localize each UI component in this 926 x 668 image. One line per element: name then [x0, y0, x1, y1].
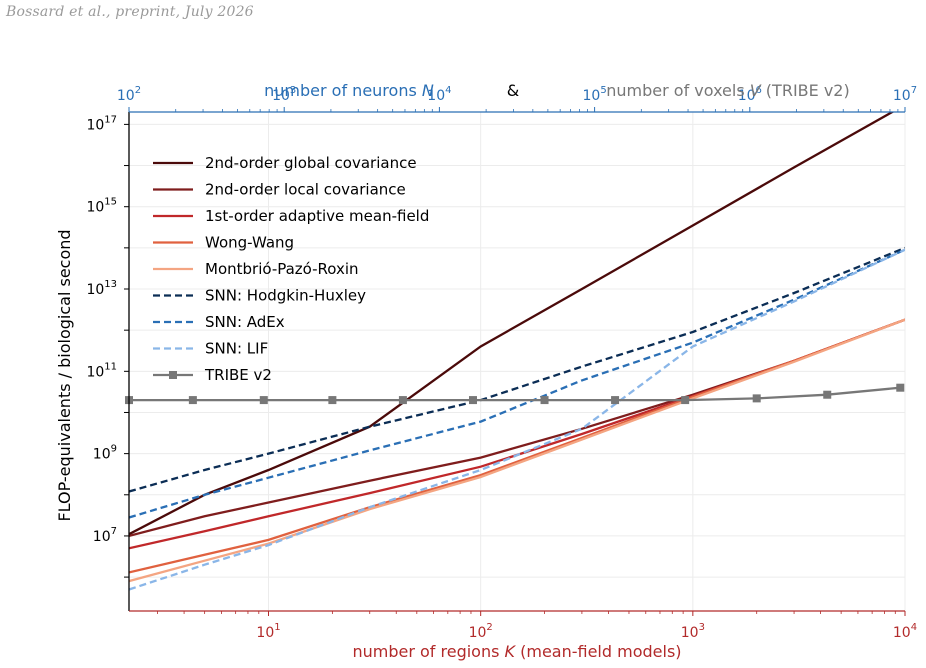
legend-label-1st-order-adaptive-mean-field: 1st-order adaptive mean-field — [205, 207, 429, 225]
tribe-marker — [752, 394, 761, 403]
top-tick-label: 106 — [738, 85, 762, 104]
x-axis-title: number of regions K (mean-field models) — [352, 642, 681, 661]
y-axis-title: FLOP-equivalents / biological second — [55, 229, 74, 521]
top-tick-label: 104 — [427, 85, 451, 104]
series-line-wong-wang — [129, 318, 905, 574]
legend-label-wong-wang: Wong-Wang — [205, 234, 294, 252]
header-note: Bossard et al., preprint, July 2026 — [6, 4, 254, 20]
tribe-marker — [681, 396, 690, 405]
tribe-marker — [540, 396, 549, 405]
grid-lines — [129, 112, 906, 611]
y-tick-label: 1013 — [86, 279, 117, 298]
tribe-marker — [468, 396, 477, 405]
legend-label-snn-lif: SNN: LIF — [205, 340, 268, 358]
y-tick-label: 107 — [93, 526, 117, 545]
axis-labels: number of regions K (mean-field models) F… — [55, 81, 850, 661]
x-tick-label: 103 — [681, 622, 705, 641]
top-axis-title-voxels: number of voxels V (TRIBE v2) — [606, 81, 849, 100]
legend-marker — [169, 371, 177, 379]
legend-label-snn-hodgkin-huxley: SNN: Hodgkin-Huxley — [205, 287, 366, 305]
legend-label-tribe-v2: TRIBE v2 — [204, 366, 272, 384]
y-tick-label: 1017 — [86, 114, 117, 133]
top-tick-label: 105 — [582, 85, 606, 104]
axes: 107 109 1011 1013 1015 1017 101 102 103 104 102 103… — [86, 85, 917, 641]
tribe-marker — [328, 396, 337, 405]
series-line-montbri-paz-roxin — [129, 318, 905, 583]
series-line-tribe-v2 — [129, 386, 901, 402]
legend-label-2nd-order-local-covariance: 2nd-order local covariance — [205, 181, 406, 199]
tribe-marker — [896, 383, 905, 392]
x-tick-label: 101 — [256, 622, 280, 641]
legend: 2nd-order global covariance 2nd-order loc… — [153, 154, 429, 384]
top-axis-joiner: & — [507, 81, 519, 100]
tribe-marker — [259, 396, 268, 405]
tribe-marker — [398, 396, 407, 405]
x-tick-label: 104 — [893, 622, 917, 641]
series-line-snn-adex — [129, 248, 905, 519]
series-line-snn-lif — [129, 248, 905, 591]
top-tick-label: 103 — [272, 85, 296, 104]
series-line-2nd-order-global-covariance — [129, 112, 895, 536]
top-tick-label: 102 — [117, 85, 141, 104]
x-tick-label: 102 — [469, 622, 493, 641]
tribe-marker — [611, 396, 620, 405]
legend-label-2nd-order-global-covariance: 2nd-order global covariance — [205, 154, 417, 172]
top-axis-title-neurons: number of neurons N — [264, 81, 434, 100]
y-tick-label: 1015 — [86, 197, 117, 216]
tribe-marker — [188, 396, 197, 405]
y-tick-label: 109 — [93, 444, 117, 463]
legend-label-snn-adex: SNN: AdEx — [205, 313, 285, 331]
tribe-marker — [823, 390, 832, 399]
y-tick-label: 1011 — [86, 361, 117, 380]
series-lines — [125, 112, 905, 591]
top-tick-label: 107 — [893, 85, 917, 104]
legend-label-montbri-paz-roxin: Montbrió-Pazó-Roxin — [205, 260, 359, 278]
